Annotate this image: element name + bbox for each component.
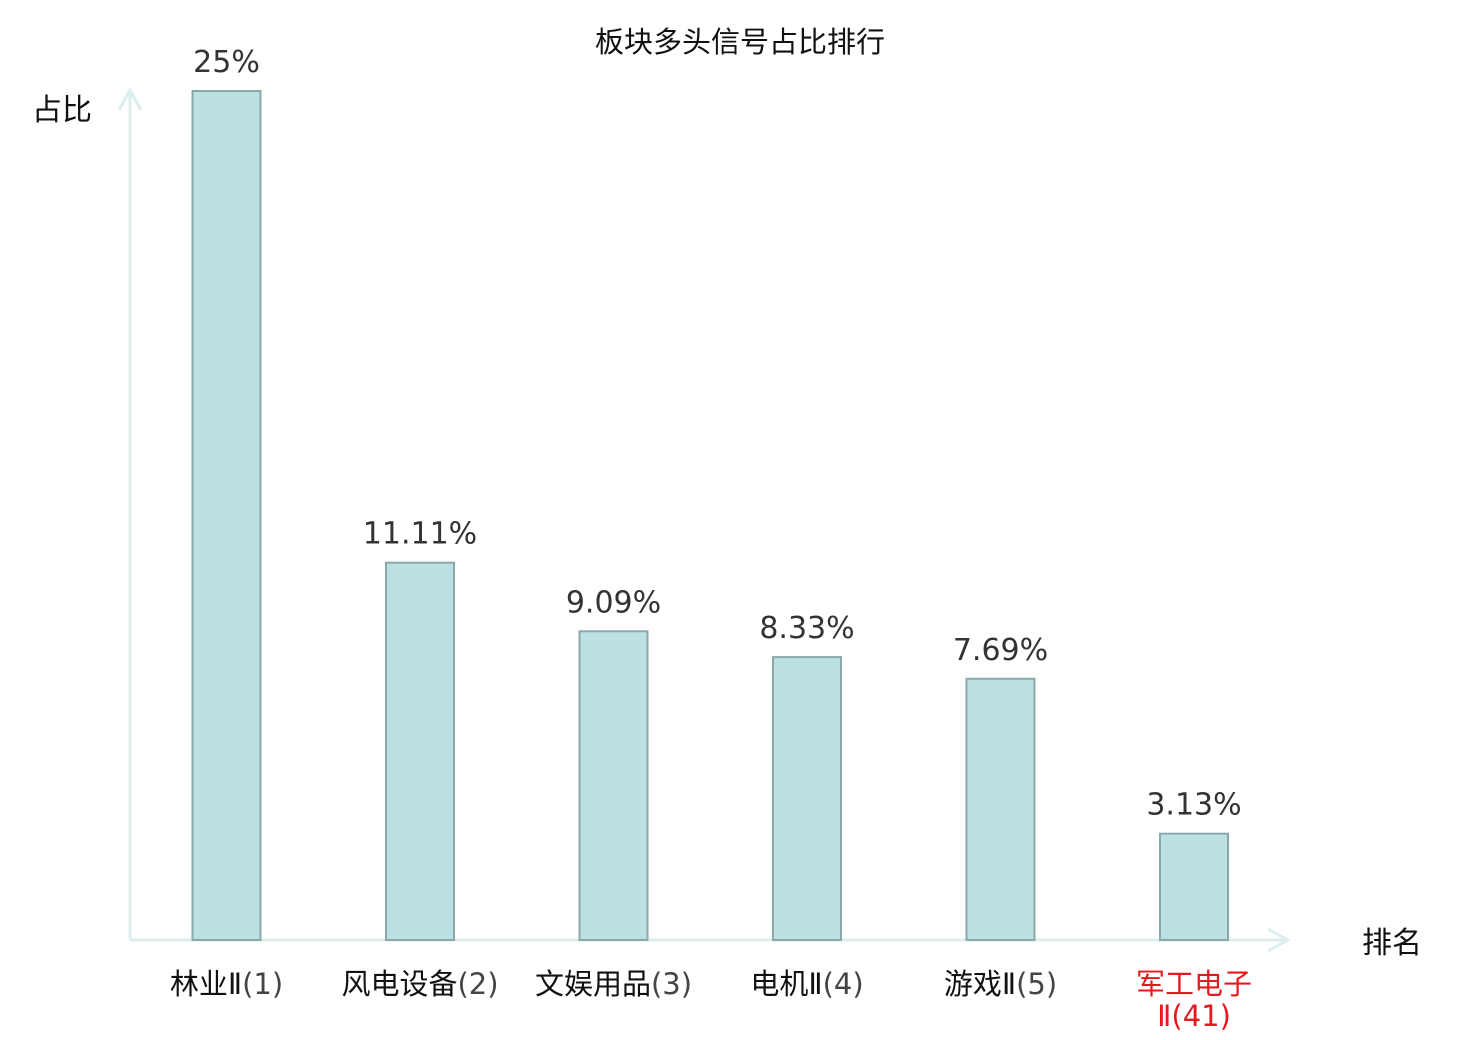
bar-3 xyxy=(578,630,649,941)
value-label-3: 9.09% xyxy=(566,585,661,620)
value-label-1: 25% xyxy=(193,45,260,80)
category-label-3: 文娱用品(3) xyxy=(535,967,692,1001)
x-axis-arrow xyxy=(1267,927,1292,953)
category-rank: (41) xyxy=(1171,999,1231,1033)
category-rank: (5) xyxy=(1016,967,1057,1001)
value-label-6: 3.13% xyxy=(1146,788,1241,823)
category-label-1: 林业Ⅱ(1) xyxy=(170,967,283,1001)
value-label-5: 7.69% xyxy=(953,633,1048,668)
y-axis-label: 占比 xyxy=(32,93,92,128)
category-name: 文娱用品 xyxy=(535,967,651,1001)
category-rank: (2) xyxy=(457,967,498,1001)
category-label-2: 风电设备(2) xyxy=(341,967,498,1001)
category-label-6: 军工电子 Ⅱ(41) xyxy=(1136,967,1252,1033)
category-rank: (3) xyxy=(651,967,692,1001)
category-label-5: 游戏Ⅱ(5) xyxy=(944,967,1057,1001)
bar-5 xyxy=(965,677,1036,941)
bar-1 xyxy=(191,90,262,941)
category-name-line2: Ⅱ xyxy=(1157,999,1171,1033)
y-axis-arrow xyxy=(117,86,143,111)
category-rank: (1) xyxy=(242,967,283,1001)
category-label-4: 电机Ⅱ(4) xyxy=(750,967,863,1001)
bar-2 xyxy=(385,561,455,941)
bar-6 xyxy=(1159,832,1229,942)
axes xyxy=(117,86,1292,953)
category-name: 风电设备 xyxy=(341,967,457,1001)
bars-group xyxy=(191,90,1229,942)
bar-4 xyxy=(772,656,842,941)
x-axis-label: 排名 xyxy=(1362,926,1422,961)
chart-title: 板块多头信号占比排行 xyxy=(595,25,885,59)
category-rank: (4) xyxy=(823,967,864,1001)
category-name: 军工电子 xyxy=(1136,967,1252,1001)
value-labels-group: 25% 11.11% 9.09% 8.33% 7.69% 3.13% xyxy=(193,45,1242,823)
category-name: 游戏Ⅱ xyxy=(944,967,1016,1001)
category-name: 林业Ⅱ xyxy=(170,967,242,1001)
value-label-4: 8.33% xyxy=(759,611,854,646)
category-labels-group: 林业Ⅱ(1) 风电设备(2) 文娱用品(3) 电机Ⅱ(4) 游戏Ⅱ(5) 军工电子 Ⅱ(41… xyxy=(170,967,1252,1033)
value-label-2: 11.11% xyxy=(363,517,477,552)
category-name: 电机Ⅱ xyxy=(750,967,822,1001)
